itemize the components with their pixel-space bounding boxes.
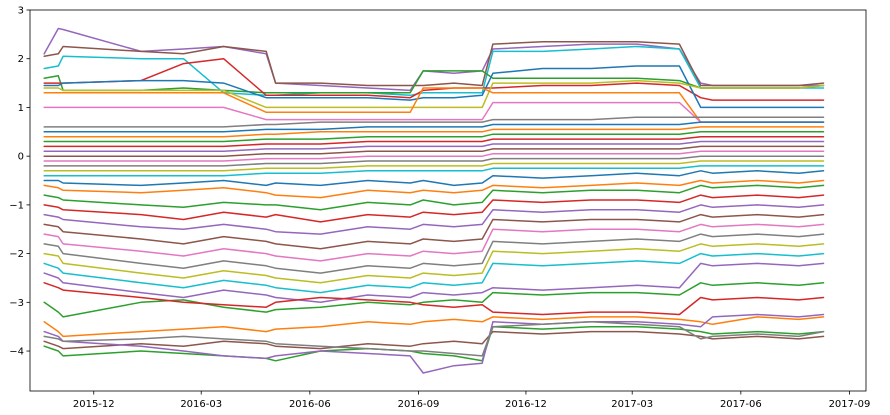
y-tick-label-8: −4 — [9, 347, 24, 358]
series-line-29 — [43, 243, 825, 284]
series-line-2 — [43, 40, 825, 87]
series-line-1 — [43, 27, 825, 92]
series-line-11 — [43, 121, 825, 133]
series-line-15 — [43, 140, 825, 153]
series-line-16 — [43, 145, 825, 157]
series-line-6 — [43, 65, 825, 109]
series-line-37 — [43, 313, 825, 374]
y-tick-label-3: 1 — [18, 103, 24, 114]
series-layer — [43, 27, 825, 374]
series-line-5 — [43, 57, 825, 101]
series-line-21 — [43, 170, 825, 187]
y-tick-label-6: −2 — [9, 249, 24, 260]
series-line-25 — [43, 204, 825, 235]
y-tick-label-2: 2 — [18, 54, 24, 65]
y-tick-label-1: 3 — [18, 6, 24, 17]
x-tick-label-5: 2016-12 — [505, 399, 547, 410]
plot-area — [30, 10, 866, 391]
series-line-19 — [43, 160, 825, 172]
series-line-10 — [43, 116, 825, 128]
y-tick-label-4: 0 — [18, 152, 24, 163]
x-tick-label-6: 2017-03 — [611, 399, 653, 410]
x-tick-label-3: 2016-06 — [289, 399, 331, 410]
series-line-27 — [43, 223, 825, 262]
series-line-18 — [43, 155, 825, 167]
series-line-34 — [43, 316, 825, 338]
series-line-12 — [43, 126, 825, 138]
x-tick-label-8: 2017-09 — [829, 399, 871, 410]
x-tick-label-4: 2016-09 — [398, 399, 440, 410]
series-line-36 — [43, 325, 825, 362]
x-axis: 2015-12 2016-03 2016-06 2016-09 2016-12 2017-… — [73, 391, 871, 410]
axes-frame — [29, 9, 867, 392]
x-tick-label-1: 2015-12 — [73, 399, 115, 410]
x-tick-label-7: 2017-06 — [720, 399, 762, 410]
series-line-7 — [43, 79, 825, 109]
series-line-24 — [43, 194, 825, 223]
y-axis: 3 2 1 0 −1 −2 −3 −4 — [9, 6, 30, 358]
series-line-20 — [43, 165, 825, 177]
series-line-30 — [43, 252, 825, 294]
y-tick-label-5: −1 — [9, 200, 24, 211]
series-line-33 — [43, 282, 825, 316]
series-line-14 — [43, 135, 825, 148]
series-line-31 — [43, 262, 825, 304]
series-line-35 — [43, 330, 825, 350]
series-line-23 — [43, 184, 825, 211]
series-line-38 — [43, 321, 825, 357]
series-line-13 — [43, 131, 825, 143]
series-line-32 — [43, 282, 825, 318]
series-line-26 — [43, 213, 825, 250]
series-line-22 — [43, 179, 825, 199]
series-line-17 — [43, 150, 825, 162]
x-tick-label-2: 2016-03 — [180, 399, 222, 410]
series-line-28 — [43, 233, 825, 274]
y-tick-label-7: −3 — [9, 298, 24, 309]
